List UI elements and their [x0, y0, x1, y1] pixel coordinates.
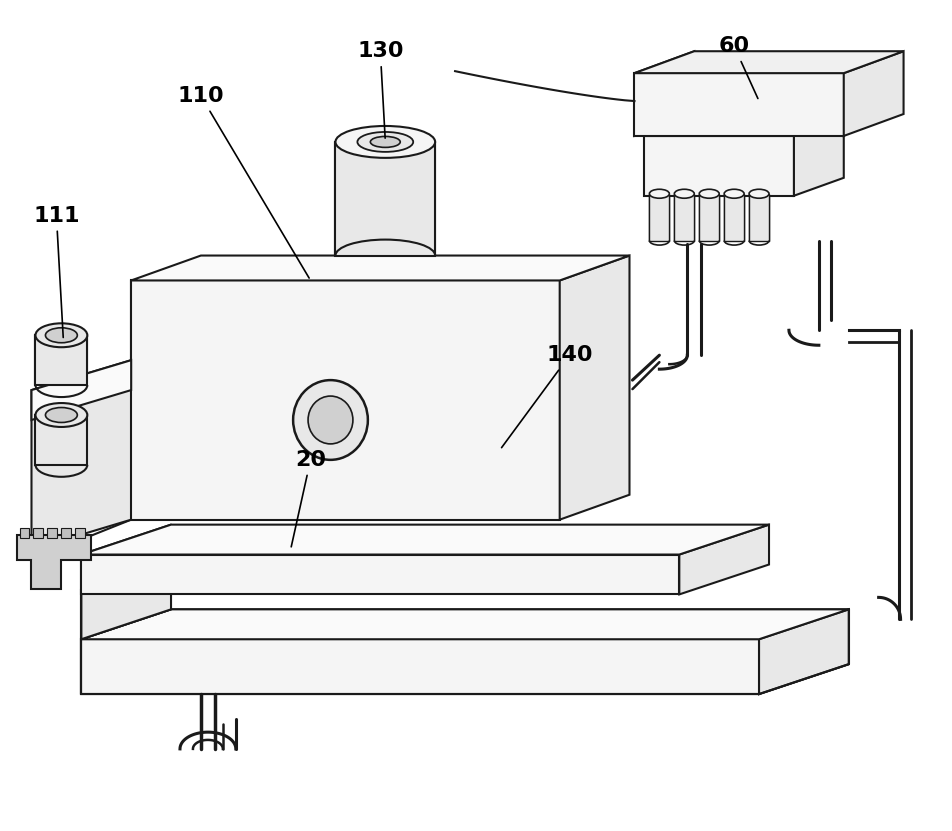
- Polygon shape: [48, 528, 57, 538]
- Ellipse shape: [749, 189, 769, 199]
- Polygon shape: [634, 73, 843, 136]
- Text: 111: 111: [33, 205, 80, 337]
- Polygon shape: [700, 194, 719, 241]
- Polygon shape: [33, 528, 44, 538]
- Polygon shape: [61, 528, 71, 538]
- Ellipse shape: [308, 396, 353, 444]
- Ellipse shape: [357, 132, 413, 152]
- Polygon shape: [81, 554, 680, 594]
- Ellipse shape: [35, 403, 88, 427]
- Polygon shape: [131, 280, 560, 519]
- Polygon shape: [131, 256, 629, 280]
- Ellipse shape: [700, 189, 719, 199]
- Polygon shape: [35, 415, 88, 465]
- Ellipse shape: [35, 323, 88, 347]
- Ellipse shape: [46, 407, 77, 422]
- Polygon shape: [16, 534, 91, 589]
- Text: 110: 110: [178, 86, 309, 278]
- Polygon shape: [759, 609, 849, 694]
- Polygon shape: [81, 559, 171, 639]
- Polygon shape: [20, 528, 30, 538]
- Polygon shape: [31, 360, 131, 420]
- Text: 60: 60: [719, 37, 758, 99]
- Ellipse shape: [335, 126, 435, 158]
- Polygon shape: [843, 52, 903, 136]
- Polygon shape: [81, 639, 759, 694]
- Polygon shape: [634, 52, 903, 73]
- Ellipse shape: [724, 189, 744, 199]
- Polygon shape: [81, 524, 769, 554]
- Polygon shape: [645, 118, 843, 136]
- Polygon shape: [724, 194, 744, 241]
- Polygon shape: [674, 194, 694, 241]
- Polygon shape: [81, 609, 849, 639]
- Polygon shape: [75, 528, 86, 538]
- Polygon shape: [31, 360, 131, 549]
- Ellipse shape: [649, 189, 669, 199]
- Ellipse shape: [293, 380, 367, 460]
- Ellipse shape: [46, 327, 77, 342]
- Polygon shape: [759, 609, 849, 694]
- Text: 20: 20: [291, 450, 326, 547]
- Ellipse shape: [674, 189, 694, 199]
- Polygon shape: [81, 639, 759, 694]
- Polygon shape: [81, 609, 849, 639]
- Polygon shape: [794, 118, 843, 196]
- Polygon shape: [335, 142, 435, 256]
- Polygon shape: [560, 256, 629, 519]
- Polygon shape: [680, 524, 769, 594]
- Ellipse shape: [370, 136, 400, 147]
- Text: 130: 130: [357, 42, 404, 138]
- Text: 140: 140: [502, 345, 593, 448]
- Polygon shape: [649, 194, 669, 241]
- Polygon shape: [645, 136, 794, 196]
- Polygon shape: [749, 194, 769, 241]
- Polygon shape: [35, 335, 88, 385]
- Polygon shape: [634, 52, 694, 136]
